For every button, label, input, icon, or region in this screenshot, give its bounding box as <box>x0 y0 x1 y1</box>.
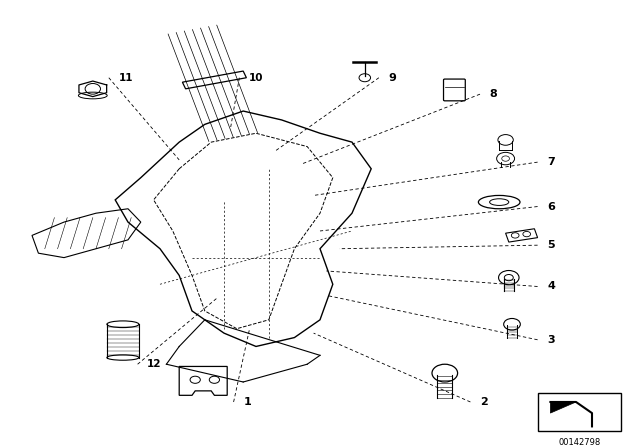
Polygon shape <box>550 402 576 413</box>
Text: 1: 1 <box>243 397 251 407</box>
Text: 11: 11 <box>118 73 133 83</box>
Text: 00142798: 00142798 <box>558 438 600 447</box>
Text: 4: 4 <box>547 281 555 292</box>
Text: 8: 8 <box>490 89 497 99</box>
Text: 9: 9 <box>388 73 396 83</box>
Text: 7: 7 <box>547 157 555 167</box>
Bar <box>538 393 621 431</box>
Text: 3: 3 <box>547 335 555 345</box>
Text: 12: 12 <box>147 359 162 369</box>
Text: 6: 6 <box>547 202 555 211</box>
Text: 5: 5 <box>547 240 555 250</box>
Text: 2: 2 <box>480 397 488 407</box>
Text: 10: 10 <box>249 73 264 83</box>
